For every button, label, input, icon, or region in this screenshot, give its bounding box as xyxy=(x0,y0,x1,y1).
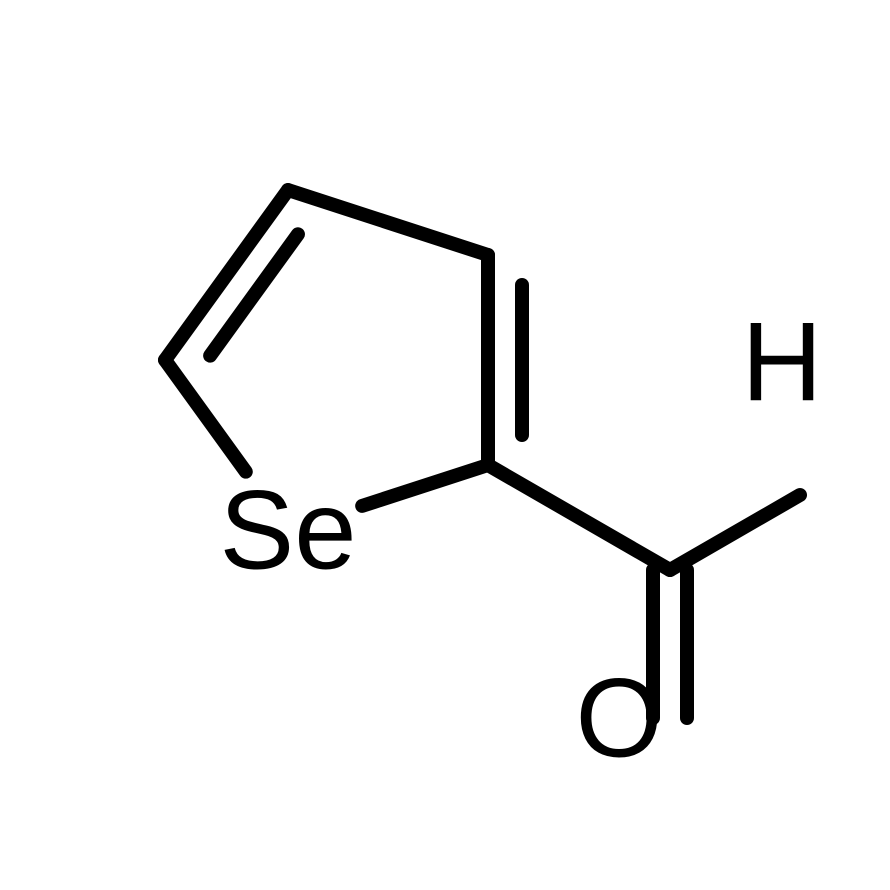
atom-label-h: H xyxy=(742,300,823,425)
bonds-group xyxy=(165,190,800,718)
bond-line xyxy=(670,495,800,570)
bond-line xyxy=(362,465,488,506)
chemical-structure-diagram: Se H O xyxy=(0,0,890,890)
bond-line xyxy=(288,190,488,255)
atom-label-se: Se xyxy=(220,468,357,593)
bond-line xyxy=(165,360,246,472)
atom-label-o: O xyxy=(575,656,662,781)
bond-line xyxy=(210,234,298,355)
bond-line xyxy=(488,465,670,570)
